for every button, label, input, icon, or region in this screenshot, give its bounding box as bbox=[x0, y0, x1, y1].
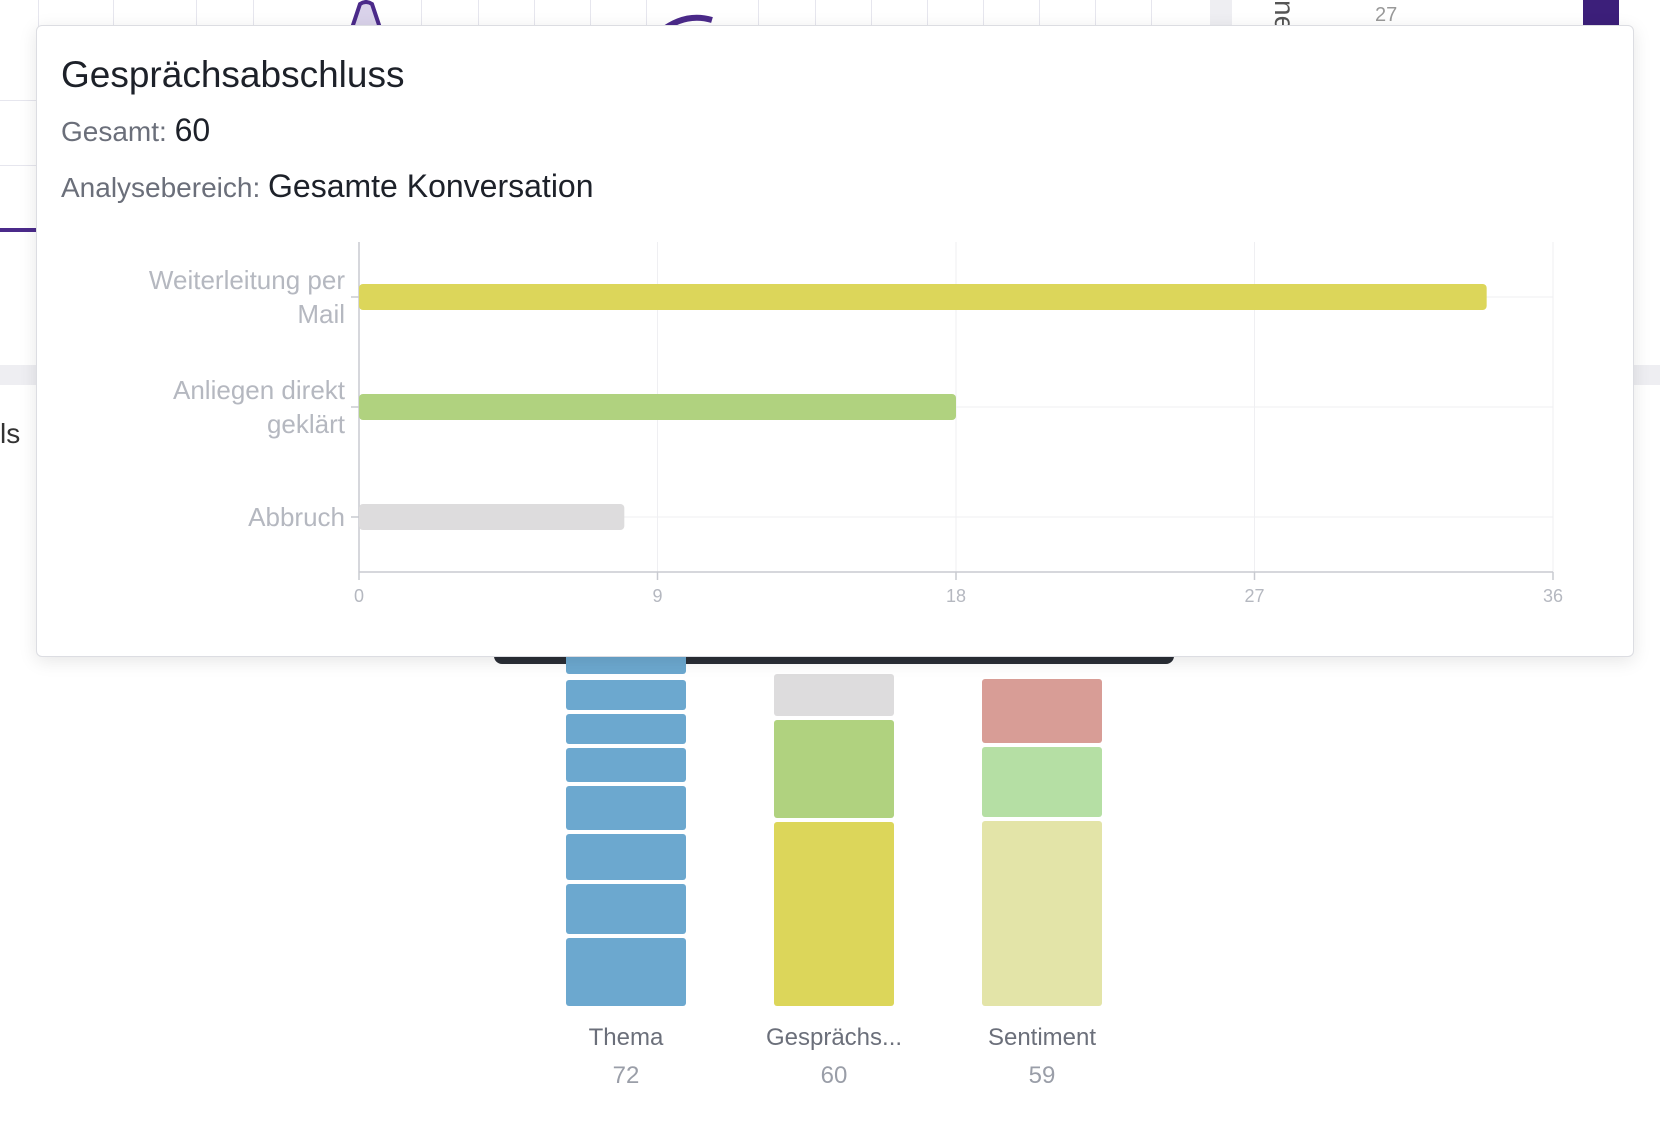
x-tick-label: 18 bbox=[946, 586, 966, 606]
column-count: 60 bbox=[820, 1062, 848, 1089]
column-sentiment[interactable] bbox=[982, 679, 1102, 1006]
total-value: 60 bbox=[174, 112, 211, 148]
column-segment[interactable] bbox=[566, 938, 686, 1006]
column-gespraechsabschluss[interactable] bbox=[774, 674, 894, 1006]
x-tick-label: 27 bbox=[1244, 586, 1264, 606]
bar bbox=[359, 504, 625, 530]
column-label: Gesprächs... bbox=[765, 1024, 903, 1051]
column-count: 59 bbox=[1028, 1062, 1056, 1089]
total-label: Gesamt: bbox=[61, 116, 167, 147]
scope-value: Gesamte Konversation bbox=[268, 168, 594, 204]
x-tick-label: 36 bbox=[1543, 586, 1563, 606]
column-label: Sentiment bbox=[987, 1024, 1097, 1051]
column-thema[interactable] bbox=[566, 640, 686, 1006]
right-axis-tick: 27 bbox=[1375, 4, 1398, 26]
column-segment-weiterleitung[interactable] bbox=[774, 822, 894, 1006]
column-segment[interactable] bbox=[566, 680, 686, 710]
bar bbox=[359, 394, 956, 420]
column-segment-abbruch[interactable] bbox=[774, 674, 894, 716]
category-label: Weiterleitung per Mail bbox=[149, 265, 345, 329]
section-heading-fragment: ls bbox=[0, 418, 21, 449]
column-segment[interactable] bbox=[566, 884, 686, 934]
column-segment[interactable] bbox=[566, 786, 686, 830]
series-line-fragment bbox=[0, 228, 40, 232]
details-popover: Gesprächsabschluss Gesamt: 60 Analyseber… bbox=[36, 25, 1634, 657]
column-count: 72 bbox=[612, 1062, 640, 1089]
bar-chart: 0 9 18 27 36 Weiterleitung per Mail Anliegen di… bbox=[149, 242, 1563, 606]
column-segment-neutral[interactable] bbox=[982, 821, 1102, 1006]
column-segment-geklaert[interactable] bbox=[774, 720, 894, 818]
x-tick-label: 9 bbox=[652, 586, 662, 606]
scope-row: Analysebereich: Gesamte Konversation bbox=[61, 168, 594, 205]
column-segment[interactable] bbox=[566, 748, 686, 782]
total-row: Gesamt: 60 bbox=[61, 112, 210, 149]
x-tick-label: 0 bbox=[354, 586, 364, 606]
column-segment-negative[interactable] bbox=[982, 679, 1102, 743]
category-label: Anliegen direkt geklärt bbox=[173, 375, 346, 439]
column-segment[interactable] bbox=[566, 834, 686, 880]
scope-label: Analysebereich: bbox=[61, 172, 261, 203]
bar bbox=[359, 284, 1487, 310]
column-segment-positive[interactable] bbox=[982, 747, 1102, 817]
column-segment[interactable] bbox=[566, 714, 686, 744]
column-label: Thema bbox=[588, 1024, 664, 1051]
category-label: Abbruch bbox=[248, 502, 345, 532]
popover-title: Gesprächsabschluss bbox=[61, 54, 405, 95]
